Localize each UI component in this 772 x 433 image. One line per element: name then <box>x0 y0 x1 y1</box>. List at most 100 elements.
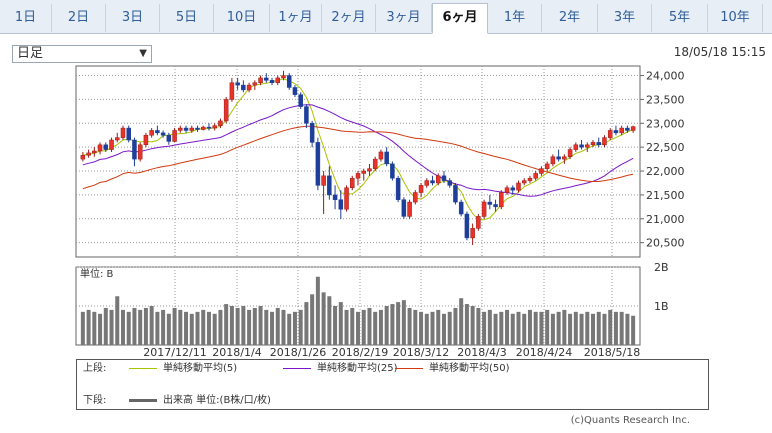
candle-body <box>206 126 212 129</box>
candle-body <box>143 134 149 146</box>
volume-bar <box>413 309 418 345</box>
volume-bar <box>533 311 538 345</box>
volume-bar <box>396 302 401 345</box>
candle-body <box>607 130 613 138</box>
candle-body <box>516 182 521 191</box>
volume-bar <box>447 311 452 345</box>
tab-2[interactable]: 3日 <box>106 4 160 32</box>
volume-bar <box>315 276 320 345</box>
candle-body <box>309 123 315 143</box>
price-tick-label: 24,000 <box>646 70 685 83</box>
volume-bar <box>430 311 435 345</box>
chevron-down-icon: ▼ <box>139 48 147 59</box>
candle-body <box>579 144 584 148</box>
candle-body <box>476 216 481 229</box>
candle-body <box>499 192 504 208</box>
volume-bar <box>568 313 573 345</box>
candle-body <box>602 137 607 146</box>
volume-bar <box>631 315 636 345</box>
tab-11[interactable]: 3年 <box>598 4 652 32</box>
volume-bar <box>476 307 481 345</box>
tab-12[interactable]: 5年 <box>652 4 708 32</box>
volume-bar <box>470 306 475 345</box>
candle-body <box>544 163 550 169</box>
volume-bar <box>298 309 303 345</box>
volume-bar <box>373 311 378 345</box>
volume-bar <box>126 311 131 345</box>
volume-bar <box>184 311 189 345</box>
candle-body <box>137 144 143 160</box>
candle-body <box>218 120 223 126</box>
legend-ma5-label: 単純移動平均(5) <box>163 363 238 374</box>
x-tick-label: 2018/2/19 <box>332 346 388 359</box>
volume-tick-label: 1B <box>654 300 669 313</box>
candle-body <box>539 168 544 174</box>
volume-bar <box>367 307 372 345</box>
ma-line-25 <box>82 104 634 197</box>
candle-body <box>350 177 355 189</box>
price-tick-label: 22,500 <box>646 141 685 154</box>
candle-body <box>258 77 263 83</box>
tab-9[interactable]: 1年 <box>488 4 542 32</box>
x-tick-label: 2018/3/12 <box>393 346 449 359</box>
volume-bar <box>356 311 360 345</box>
candle-body <box>596 142 601 146</box>
tab-10[interactable]: 2年 <box>542 4 598 32</box>
candle-body <box>424 180 430 186</box>
candle-body <box>92 150 97 154</box>
volume-bar <box>189 313 194 345</box>
candle-body <box>453 185 458 203</box>
volume-bar <box>292 311 297 345</box>
volume-bar <box>619 311 624 345</box>
tab-0[interactable]: 1日 <box>0 4 52 32</box>
volume-bar <box>172 307 177 345</box>
tab-5[interactable]: 1ヶ月 <box>270 4 322 32</box>
tab-7[interactable]: 3ヶ月 <box>376 4 432 32</box>
volume-bar <box>441 313 446 345</box>
volume-bar <box>556 311 561 345</box>
volume-bar <box>344 309 349 345</box>
period-select[interactable]: 日足 ▼ <box>12 45 152 63</box>
tab-4[interactable]: 10日 <box>214 4 270 32</box>
volume-bar <box>241 306 246 345</box>
x-tick-label: 2018/4/3 <box>457 346 506 359</box>
candle-body <box>338 199 344 210</box>
volume-bar <box>92 311 97 345</box>
tab-1[interactable]: 2日 <box>52 4 106 32</box>
candle-body <box>298 94 303 107</box>
candle-body <box>372 158 378 169</box>
tab-8[interactable]: 6ヶ月 <box>432 3 488 34</box>
candle-body <box>292 87 298 95</box>
candle-body <box>464 213 470 239</box>
volume-bar <box>86 309 91 345</box>
tab-3[interactable]: 5日 <box>160 4 214 32</box>
candle-body <box>527 177 533 181</box>
volume-bar <box>212 313 217 345</box>
legend-ma5-swatch <box>129 367 157 369</box>
price-panel <box>75 65 641 258</box>
candle-body <box>630 126 636 131</box>
legend-ma25-label: 単純移動平均(25) <box>317 363 398 374</box>
tab-6[interactable]: 2ヶ月 <box>322 4 376 32</box>
volume-bar <box>539 311 544 345</box>
volume-bar <box>573 311 578 345</box>
candle-body <box>378 151 384 160</box>
legend-ma25-swatch <box>283 367 311 369</box>
volume-bar <box>562 309 567 345</box>
x-tick-label: 2017/12/11 <box>143 346 206 359</box>
candle-body <box>510 187 516 191</box>
volume-bar <box>281 309 286 345</box>
candle-body <box>401 199 407 217</box>
tab-13[interactable]: 10年 <box>708 4 763 32</box>
candle-body <box>556 156 561 160</box>
volume-bar <box>505 309 510 345</box>
candle-body <box>384 151 389 165</box>
volume-bar <box>115 296 120 345</box>
volume-bar <box>138 309 143 345</box>
candle-body <box>115 137 120 141</box>
volume-bar <box>206 311 211 345</box>
volume-bar <box>453 307 458 345</box>
volume-bar <box>166 313 171 345</box>
credit: (c)Quants Research Inc. <box>570 415 690 426</box>
candle-body <box>441 175 447 181</box>
